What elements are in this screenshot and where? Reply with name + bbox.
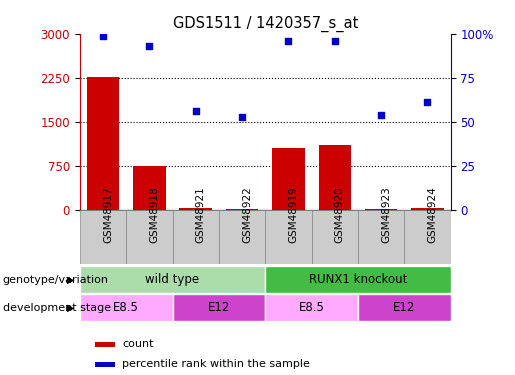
Text: GSM48920: GSM48920 bbox=[335, 186, 345, 243]
Bar bbox=[80, 210, 126, 264]
Bar bbox=[80, 294, 173, 321]
Text: E12: E12 bbox=[393, 302, 416, 314]
Text: GSM48917: GSM48917 bbox=[103, 186, 113, 243]
Point bbox=[192, 108, 200, 114]
Text: GSM48922: GSM48922 bbox=[242, 186, 252, 243]
Bar bbox=[265, 266, 451, 293]
Bar bbox=[265, 294, 358, 321]
Bar bbox=[173, 294, 265, 321]
Point bbox=[423, 99, 432, 105]
Text: GSM48924: GSM48924 bbox=[427, 186, 437, 243]
Bar bbox=[312, 210, 358, 264]
Text: ▶: ▶ bbox=[67, 275, 74, 285]
Text: GSM48919: GSM48919 bbox=[288, 186, 298, 243]
Text: count: count bbox=[123, 339, 154, 350]
Bar bbox=[219, 210, 265, 264]
Bar bbox=[226, 209, 258, 210]
Text: genotype/variation: genotype/variation bbox=[3, 275, 109, 285]
Text: ▶: ▶ bbox=[67, 303, 74, 313]
Bar bbox=[95, 362, 115, 367]
Bar bbox=[126, 210, 173, 264]
Bar bbox=[173, 210, 219, 264]
Bar bbox=[358, 210, 404, 264]
Bar bbox=[133, 166, 165, 210]
Bar bbox=[318, 146, 351, 210]
Bar bbox=[272, 148, 305, 210]
Point bbox=[331, 38, 339, 44]
Title: GDS1511 / 1420357_s_at: GDS1511 / 1420357_s_at bbox=[173, 16, 358, 32]
Point bbox=[99, 33, 107, 39]
Text: development stage: development stage bbox=[3, 303, 111, 313]
Point bbox=[145, 43, 153, 49]
Text: E12: E12 bbox=[208, 302, 230, 314]
Text: RUNX1 knockout: RUNX1 knockout bbox=[308, 273, 407, 286]
Point bbox=[377, 112, 385, 118]
Bar bbox=[404, 210, 451, 264]
Text: GSM48921: GSM48921 bbox=[196, 186, 205, 243]
Text: GSM48918: GSM48918 bbox=[149, 186, 159, 243]
Bar bbox=[80, 266, 265, 293]
Text: E8.5: E8.5 bbox=[299, 302, 324, 314]
Text: E8.5: E8.5 bbox=[113, 302, 139, 314]
Bar bbox=[179, 208, 212, 210]
Bar bbox=[358, 294, 451, 321]
Bar bbox=[95, 342, 115, 347]
Text: percentile rank within the sample: percentile rank within the sample bbox=[123, 359, 311, 369]
Point bbox=[284, 38, 293, 44]
Bar bbox=[87, 76, 119, 210]
Bar bbox=[365, 209, 398, 210]
Bar bbox=[265, 210, 312, 264]
Text: wild type: wild type bbox=[145, 273, 200, 286]
Bar bbox=[411, 208, 444, 210]
Point bbox=[238, 114, 246, 120]
Text: GSM48923: GSM48923 bbox=[381, 186, 391, 243]
